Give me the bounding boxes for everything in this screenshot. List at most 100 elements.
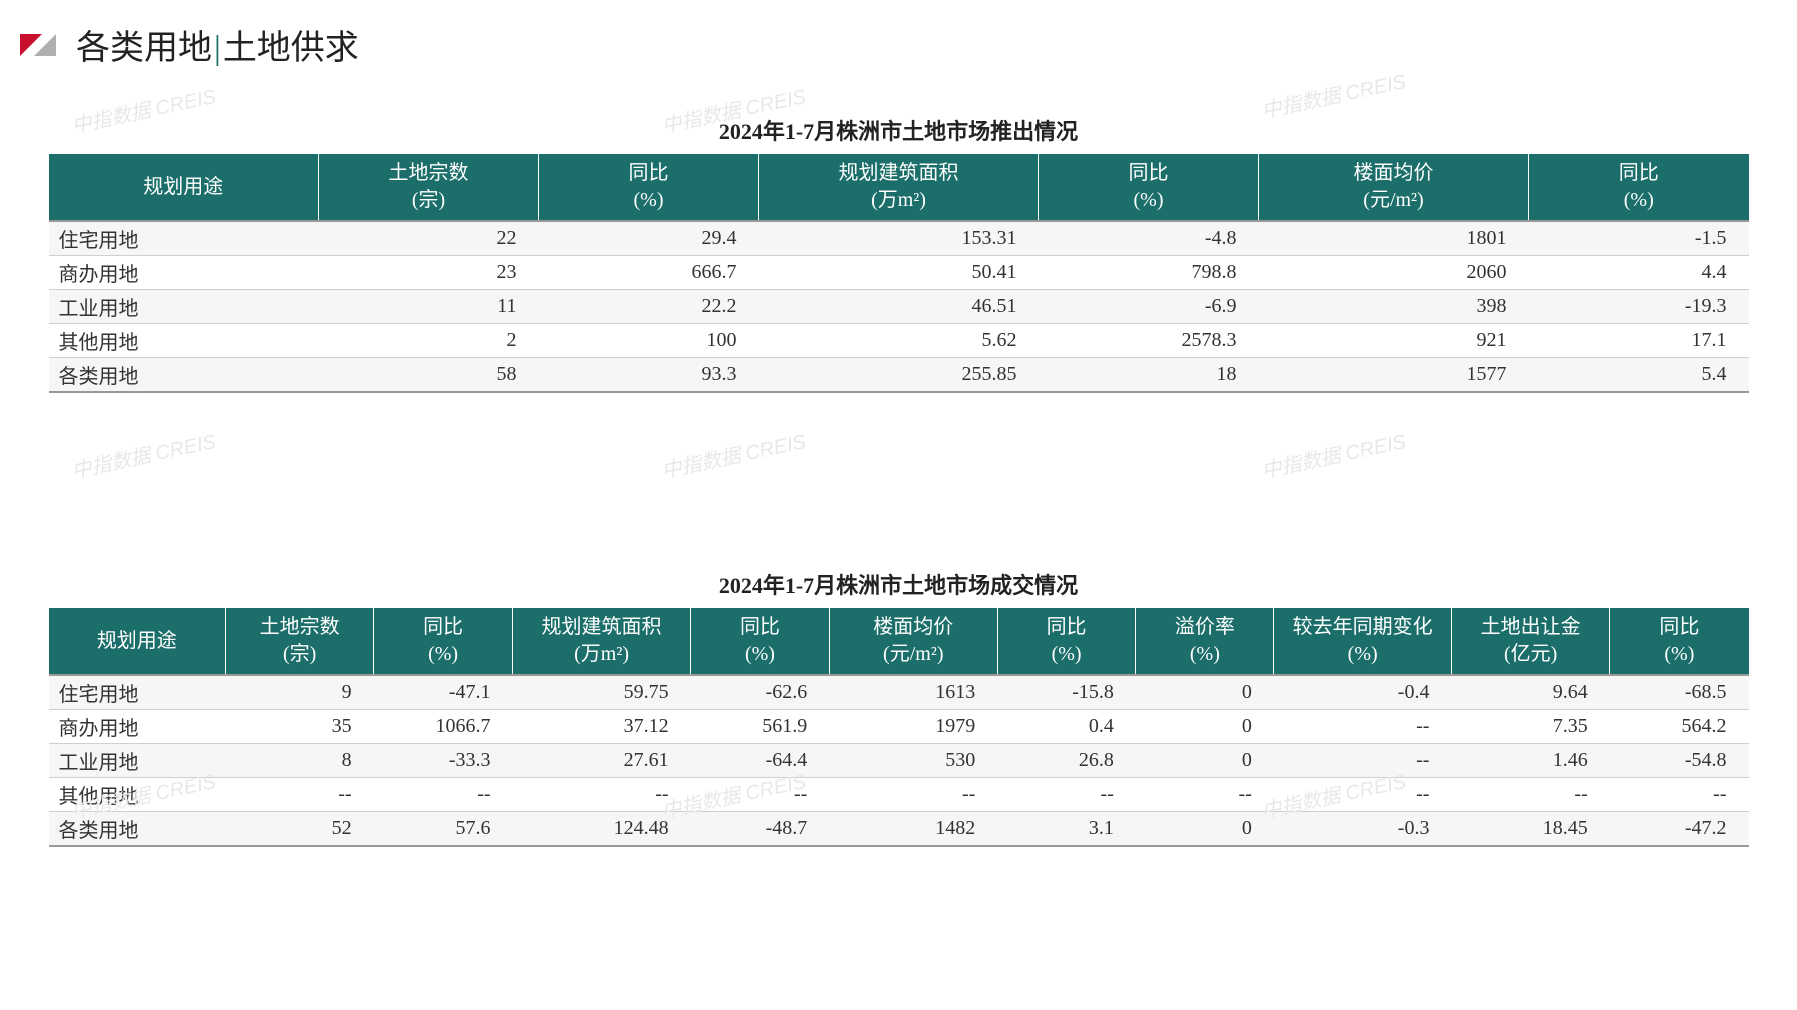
cell-value: 59.75 [513,675,691,710]
column-header: 同比(%) [539,154,759,221]
column-header: 楼面均价(元/m²) [1259,154,1529,221]
column-header: 同比(%) [691,608,830,675]
table-row: 其他用地-------------------- [49,778,1749,812]
row-label: 各类用地 [49,812,226,847]
column-header: 规划用途 [49,154,319,221]
cell-value: -- [1274,710,1452,744]
cell-value: -54.8 [1610,744,1749,778]
table1-head: 规划用途土地宗数(宗)同比(%)规划建筑面积(万m²)同比(%)楼面均价(元/m… [49,154,1749,221]
cell-value: 0 [1136,744,1274,778]
cell-value: -- [374,778,513,812]
cell-value: 52 [226,812,374,847]
cell-value: -4.8 [1039,221,1259,256]
row-label: 住宅用地 [49,675,226,710]
page-header: 各类用地|土地供求 [0,0,1797,79]
title-separator: | [214,30,221,67]
table1-title: 2024年1-7月株洲市土地市场推出情况 [0,114,1797,146]
cell-value: 666.7 [539,256,759,290]
cell-value: -- [1610,778,1749,812]
cell-value: 29.4 [539,221,759,256]
row-label: 其他用地 [49,324,319,358]
title-right: 土地供求 [223,30,359,67]
cell-value: 35 [226,710,374,744]
cell-value: 11 [319,290,539,324]
column-header: 同比(%) [1610,608,1749,675]
column-header: 土地宗数(宗) [319,154,539,221]
cell-value: -- [1451,778,1609,812]
table-row: 各类用地5257.6124.48-48.714823.10-0.318.45-4… [49,812,1749,847]
cell-value: 1.46 [1451,744,1609,778]
cell-value: 5.4 [1529,358,1749,393]
cell-value: 0 [1136,675,1274,710]
cell-value: 26.8 [997,744,1136,778]
cell-value: 124.48 [513,812,691,847]
column-header: 同比(%) [1529,154,1749,221]
row-label: 其他用地 [49,778,226,812]
cell-value: 100 [539,324,759,358]
cell-value: -- [829,778,997,812]
cell-value: 9.64 [1451,675,1609,710]
cell-value: 921 [1259,324,1529,358]
cell-value: 50.41 [759,256,1039,290]
cell-value: 0 [1136,812,1274,847]
cell-value: 153.31 [759,221,1039,256]
cell-value: -19.3 [1529,290,1749,324]
table-row: 住宅用地9-47.159.75-62.61613-15.80-0.49.64-6… [49,675,1749,710]
table-row: 其他用地21005.622578.392117.1 [49,324,1749,358]
cell-value: -6.9 [1039,290,1259,324]
cell-value: 17.1 [1529,324,1749,358]
column-header: 规划用途 [49,608,226,675]
cell-value: -47.2 [1610,812,1749,847]
table-row: 各类用地5893.3255.851815775.4 [49,358,1749,393]
cell-value: 18.45 [1451,812,1609,847]
row-label: 商办用地 [49,710,226,744]
column-header: 土地出让金(亿元) [1451,608,1609,675]
table-row: 工业用地8-33.327.61-64.453026.80--1.46-54.8 [49,744,1749,778]
column-header: 规划建筑面积(万m²) [513,608,691,675]
cell-value: -47.1 [374,675,513,710]
cell-value: 561.9 [691,710,830,744]
cell-value: 7.35 [1451,710,1609,744]
cell-value: 58 [319,358,539,393]
cell-value: 23 [319,256,539,290]
title-left: 各类用地 [76,30,212,67]
column-header: 规划建筑面积(万m²) [759,154,1039,221]
cell-value: 2060 [1259,256,1529,290]
cell-value: 9 [226,675,374,710]
cell-value: -48.7 [691,812,830,847]
cell-value: 5.62 [759,324,1039,358]
cell-value: -1.5 [1529,221,1749,256]
cell-value: -64.4 [691,744,830,778]
cell-value: -0.3 [1274,812,1452,847]
cell-value: 1801 [1259,221,1529,256]
cell-value: -33.3 [374,744,513,778]
cell-value: -- [691,778,830,812]
table2: 规划用途土地宗数(宗)同比(%)规划建筑面积(万m²)同比(%)楼面均价(元/m… [49,608,1749,847]
table2-title: 2024年1-7月株洲市土地市场成交情况 [0,568,1797,600]
cell-value: 0.4 [997,710,1136,744]
cell-value: 37.12 [513,710,691,744]
table-row: 商办用地23666.750.41798.820604.4 [49,256,1749,290]
cell-value: 1979 [829,710,997,744]
row-label: 各类用地 [49,358,319,393]
column-header: 溢价率(%) [1136,608,1274,675]
cell-value: 57.6 [374,812,513,847]
cell-value: 18 [1039,358,1259,393]
cell-value: -62.6 [691,675,830,710]
table1-body: 住宅用地2229.4153.31-4.81801-1.5商办用地23666.75… [49,221,1749,392]
cell-value: 1613 [829,675,997,710]
column-header: 同比(%) [997,608,1136,675]
cell-value: 798.8 [1039,256,1259,290]
cell-value: 1066.7 [374,710,513,744]
cell-value: 27.61 [513,744,691,778]
cell-value: 93.3 [539,358,759,393]
table1: 规划用途土地宗数(宗)同比(%)规划建筑面积(万m²)同比(%)楼面均价(元/m… [49,154,1749,393]
cell-value: 2 [319,324,539,358]
cell-value: -- [997,778,1136,812]
cell-value: 22.2 [539,290,759,324]
column-header: 楼面均价(元/m²) [829,608,997,675]
row-label: 住宅用地 [49,221,319,256]
cell-value: -68.5 [1610,675,1749,710]
cell-value: -- [1136,778,1274,812]
cell-value: 0 [1136,710,1274,744]
